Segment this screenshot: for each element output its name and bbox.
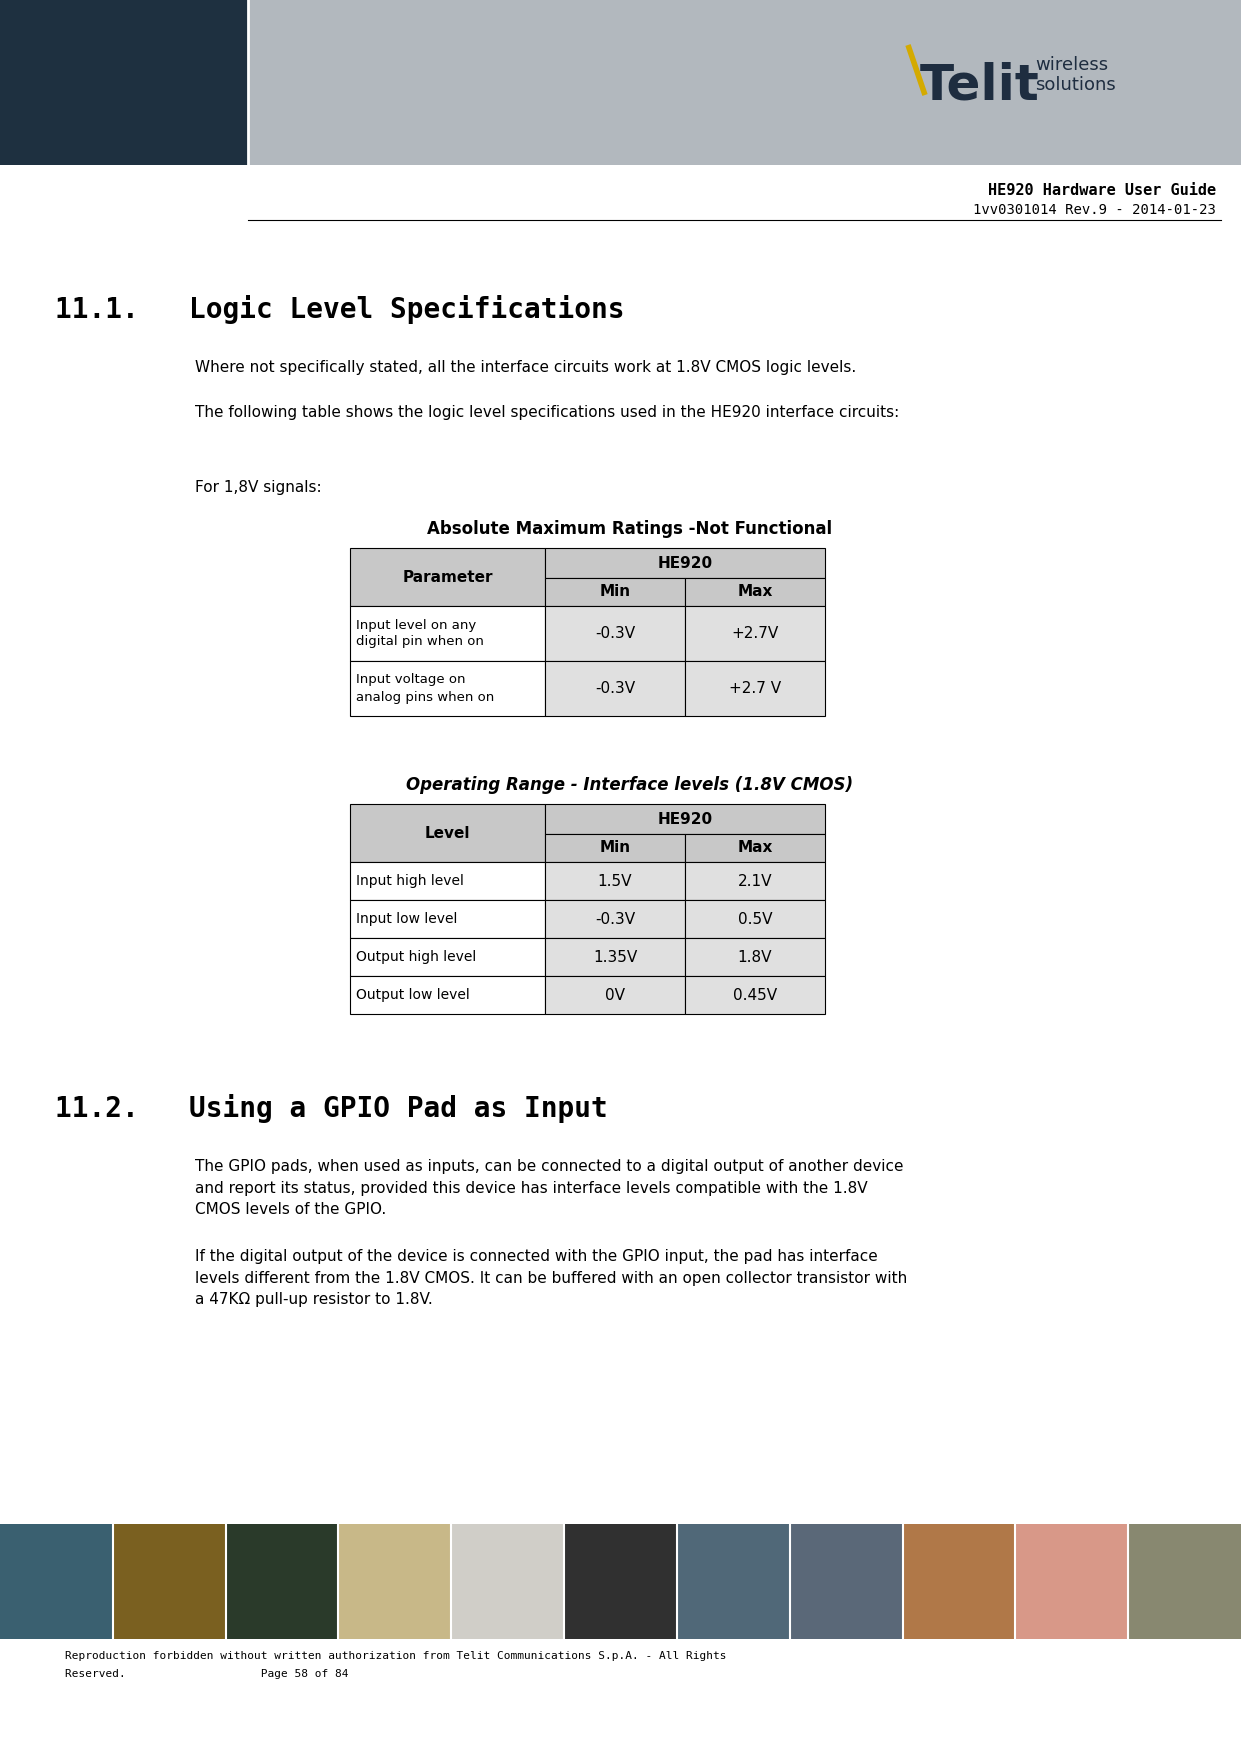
Text: 11.2.   Using a GPIO Pad as Input: 11.2. Using a GPIO Pad as Input [55, 1094, 608, 1123]
Bar [685, 938, 825, 975]
Text: Absolute Maximum Ratings -Not Functional: Absolute Maximum Ratings -Not Functional [427, 519, 833, 538]
Text: Telit: Telit [920, 61, 1040, 109]
Text: Level: Level [424, 826, 470, 840]
Text: Output high level: Output high level [356, 951, 477, 965]
Bar [452, 1524, 565, 1638]
Text: 0.5V: 0.5V [737, 912, 772, 926]
Bar [685, 579, 825, 605]
Text: If the digital output of the device is connected with the GPIO input, the pad ha: If the digital output of the device is c… [195, 1249, 907, 1307]
Bar [0, 1524, 113, 1638]
Bar [0, 0, 248, 165]
Text: +2.7 V: +2.7 V [728, 681, 781, 696]
Text: Where not specifically stated, all the interface circuits work at 1.8V CMOS logi: Where not specifically stated, all the i… [195, 360, 856, 375]
Bar [350, 605, 545, 661]
Text: 1.8V: 1.8V [737, 949, 772, 965]
Bar [545, 803, 825, 833]
Text: HE920 Hardware User Guide: HE920 Hardware User Guide [988, 182, 1216, 198]
Text: Input voltage on
analog pins when on: Input voltage on analog pins when on [356, 674, 494, 703]
Bar [545, 661, 685, 716]
Bar [350, 547, 545, 605]
Text: Input level on any
digital pin when on: Input level on any digital pin when on [356, 619, 484, 649]
Bar [685, 900, 825, 938]
Text: Operating Range - Interface levels (1.8V CMOS): Operating Range - Interface levels (1.8V… [407, 775, 854, 795]
Text: 1.35V: 1.35V [593, 949, 637, 965]
Bar [350, 975, 545, 1014]
Bar [1128, 1524, 1241, 1638]
Bar [685, 605, 825, 661]
Text: Reserved.                    Page 58 of 84: Reserved. Page 58 of 84 [65, 1670, 349, 1679]
Text: Max: Max [737, 584, 773, 600]
Text: Max: Max [737, 840, 773, 856]
Bar [685, 833, 825, 861]
Bar [248, 0, 1241, 165]
Text: Reproduction forbidden without written authorization from Telit Communications S: Reproduction forbidden without written a… [65, 1651, 726, 1661]
Bar [902, 1524, 1015, 1638]
Text: HE920: HE920 [658, 556, 712, 570]
Text: -0.3V: -0.3V [594, 626, 635, 640]
Text: 1vv0301014 Rev.9 - 2014-01-23: 1vv0301014 Rev.9 - 2014-01-23 [973, 203, 1216, 217]
Text: Input low level: Input low level [356, 912, 458, 926]
Text: Parameter: Parameter [402, 570, 493, 584]
Text: -0.3V: -0.3V [594, 681, 635, 696]
Bar [545, 900, 685, 938]
Bar [676, 1524, 789, 1638]
Text: 0V: 0V [606, 988, 625, 1003]
Bar [350, 900, 545, 938]
Bar [350, 938, 545, 975]
Bar [350, 861, 545, 900]
Bar [545, 833, 685, 861]
Bar [545, 579, 685, 605]
Bar [545, 547, 825, 579]
Text: 2.1V: 2.1V [737, 873, 772, 889]
Text: 11.1.   Logic Level Specifications: 11.1. Logic Level Specifications [55, 295, 624, 324]
Bar [789, 1524, 902, 1638]
Bar [350, 661, 545, 716]
Text: 1.5V: 1.5V [598, 873, 632, 889]
Bar [685, 861, 825, 900]
Text: For 1,8V signals:: For 1,8V signals: [195, 481, 321, 495]
Bar [685, 661, 825, 716]
Text: 0.45V: 0.45V [733, 988, 777, 1003]
Text: wireless
solutions: wireless solutions [1035, 56, 1116, 95]
Text: -0.3V: -0.3V [594, 912, 635, 926]
Text: +2.7V: +2.7V [731, 626, 778, 640]
Bar [339, 1524, 452, 1638]
Bar [545, 605, 685, 661]
Bar [565, 1524, 676, 1638]
Text: Input high level: Input high level [356, 873, 464, 888]
Bar [545, 975, 685, 1014]
Bar [545, 861, 685, 900]
Bar [685, 975, 825, 1014]
Bar [545, 938, 685, 975]
Bar [226, 1524, 339, 1638]
Bar [1015, 1524, 1128, 1638]
Text: HE920: HE920 [658, 812, 712, 826]
Text: Output low level: Output low level [356, 988, 470, 1002]
Text: Min: Min [599, 840, 630, 856]
Bar [113, 1524, 226, 1638]
Text: Min: Min [599, 584, 630, 600]
Text: The GPIO pads, when used as inputs, can be connected to a digital output of anot: The GPIO pads, when used as inputs, can … [195, 1159, 903, 1217]
Text: The following table shows the logic level specifications used in the HE920 inter: The following table shows the logic leve… [195, 405, 900, 419]
Bar [350, 803, 545, 861]
